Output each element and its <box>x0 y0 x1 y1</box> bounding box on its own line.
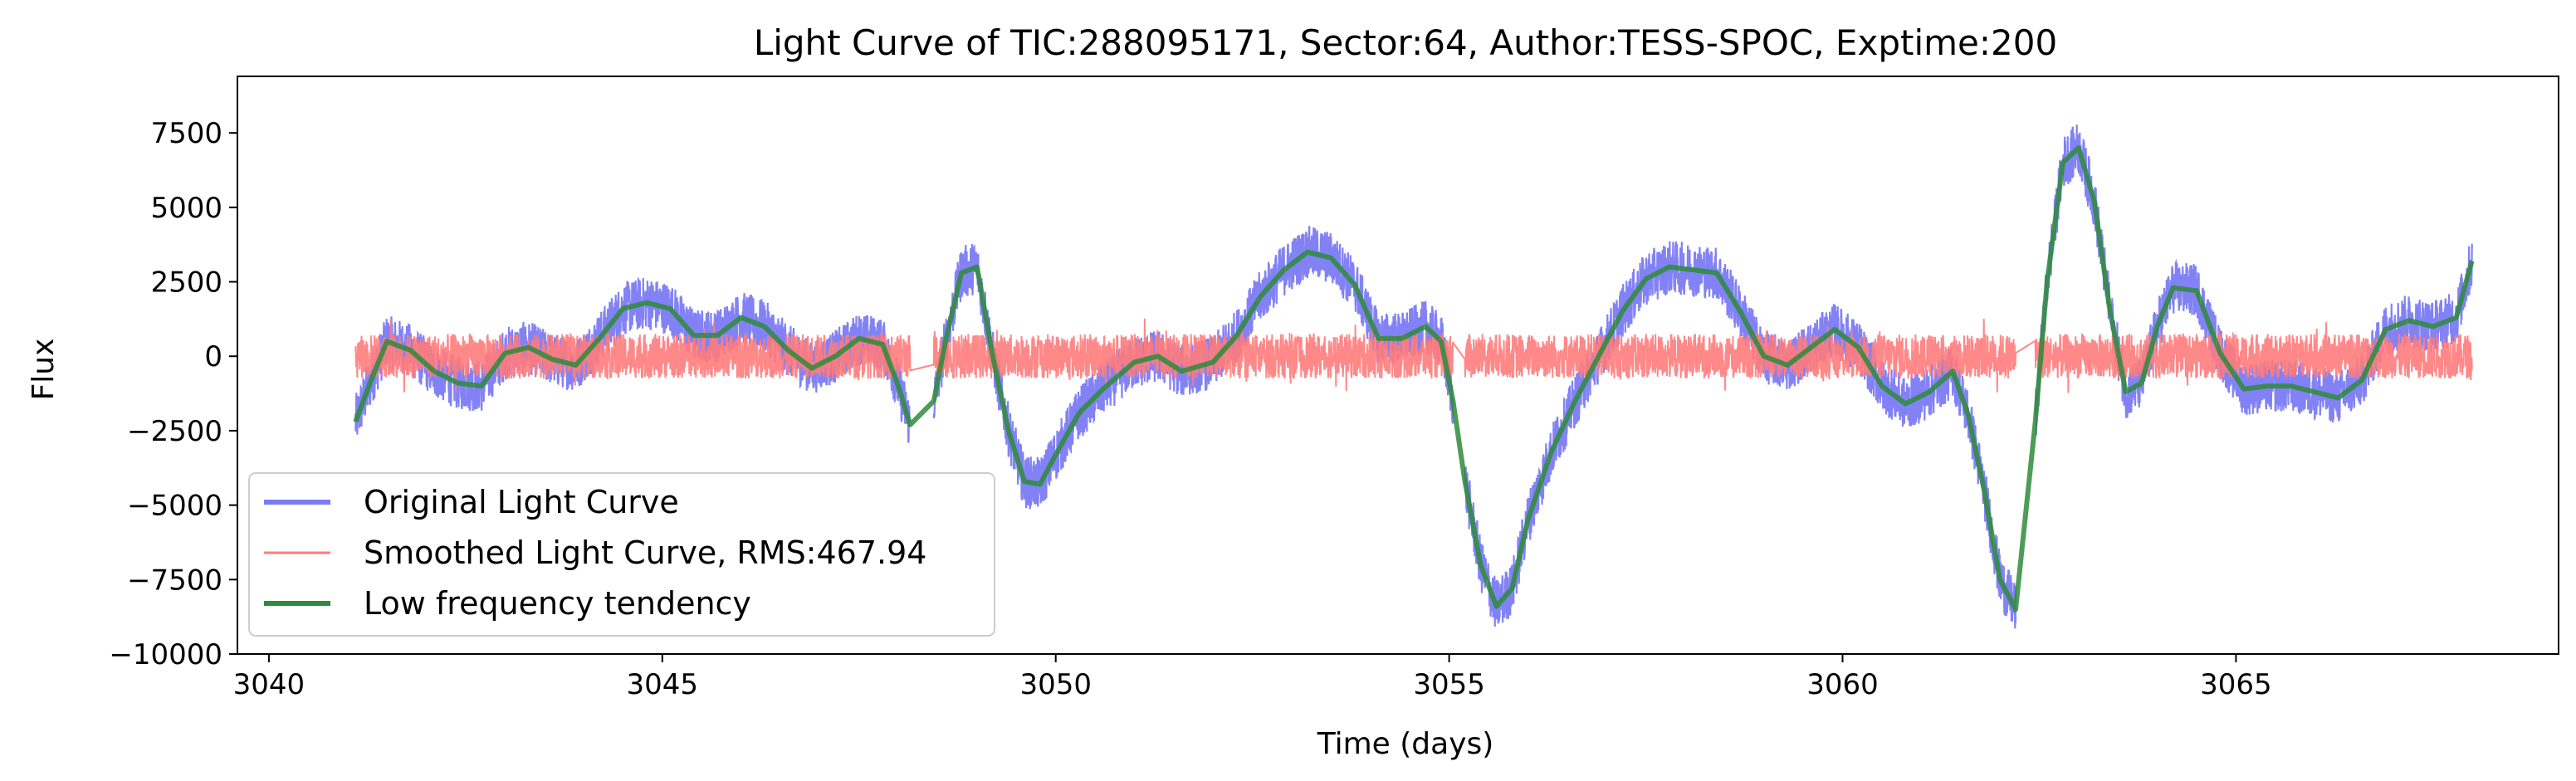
plot-area <box>353 124 2475 629</box>
y-tick-label: 5000 <box>150 192 222 225</box>
x-tick-label: 3055 <box>1413 668 1485 701</box>
y-tick-label: 0 <box>204 340 222 373</box>
smoothed-light-curve <box>354 318 2473 393</box>
plot-frame <box>237 76 2559 655</box>
legend-label-smoothed: Smoothed Light Curve, RMS:467.94 <box>364 534 926 571</box>
y-tick-label: −2500 <box>127 415 222 448</box>
y-tick-label: 2500 <box>150 266 222 300</box>
y-tick-label: −5000 <box>127 490 222 523</box>
x-tick-label: 3040 <box>233 668 306 701</box>
y-tick-label: −10000 <box>109 638 222 671</box>
y-tick-label: 7500 <box>150 117 222 150</box>
x-tick-label: 3050 <box>1019 668 1092 701</box>
x-axis-title: Time (days) <box>1317 727 1494 761</box>
y-tick-label: −7500 <box>127 564 222 597</box>
axis-ticks: 3040 3045 3050 3055 3060 3065 −10000 −7500 −5000… <box>109 117 2271 701</box>
legend-label-original: Original Light Curve <box>364 484 679 520</box>
x-tick-label: 3060 <box>1806 668 1879 701</box>
legend-box <box>248 472 995 637</box>
chart-title: Light Curve of TIC:288095171, Sector:64,… <box>754 22 2057 63</box>
x-tick-label: 3045 <box>627 668 699 701</box>
legend: Original Light Curve Smoothed Light Curv… <box>248 472 995 637</box>
y-axis-title: Flux <box>27 339 61 401</box>
legend-label-low-frequency: Low frequency tendency <box>364 585 751 622</box>
x-tick-label: 3065 <box>2200 668 2272 701</box>
low-frequency-tendency-line <box>353 145 2475 613</box>
